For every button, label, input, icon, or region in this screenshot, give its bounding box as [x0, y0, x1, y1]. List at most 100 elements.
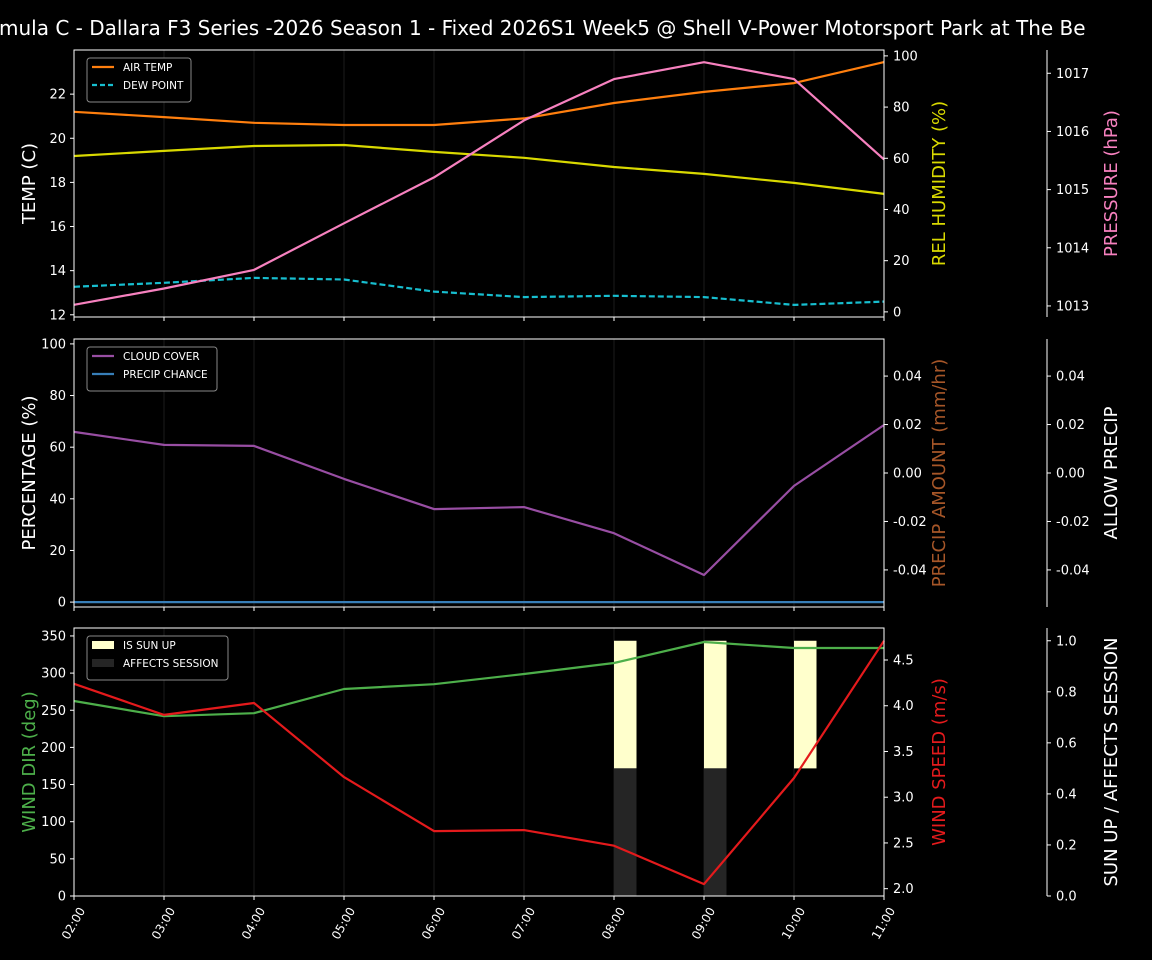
legend-box	[86, 635, 229, 681]
y-tick-label: 50	[49, 852, 66, 867]
y-tick-label: 3.5	[893, 745, 914, 760]
y-tick-label: 80	[893, 101, 910, 116]
axis-label: WIND SPEED (m/s)	[929, 678, 950, 846]
legend-label: CLOUD COVER	[123, 351, 200, 363]
y-tick-label: 80	[49, 389, 66, 404]
y-tick-label: 1014	[1056, 241, 1089, 256]
y-tick-label: 22	[49, 88, 66, 103]
axis-label: TEMP (C)	[19, 143, 40, 225]
bar-is-sun-up	[704, 640, 727, 769]
y-tick-label: 1013	[1056, 299, 1089, 314]
series-line-axis1	[73, 640, 885, 886]
axis-label: PERCENTAGE (%)	[19, 395, 40, 550]
y-tick-label: 40	[49, 492, 66, 507]
legend-label: AIR TEMP	[123, 62, 172, 74]
y-tick-label: 0.04	[893, 370, 922, 385]
y-tick-label: 0	[893, 305, 901, 320]
y-tick-label: 18	[49, 176, 66, 191]
panel-3: 0 50 100 150 200 250 300 350 WIND DIR (deg) 2.0 2.…	[19, 627, 1122, 942]
y-tick-label: 14	[49, 264, 66, 279]
bar-is-sun-up	[794, 640, 817, 769]
y-tick-label: -0.02	[893, 515, 927, 530]
plot-frame	[73, 49, 885, 318]
y-tick-label: -0.02	[1056, 515, 1090, 530]
legend-label: PRECIP CHANCE	[123, 369, 208, 381]
panel-1: 12 14 16 18 20 22 TEMP (C) 0 20 40 60 80 100 REL HUMI…	[19, 49, 1122, 323]
x-tick-label: 03:00	[149, 905, 178, 942]
chart-title: mula C - Dallara F3 Series -2026 Season …	[0, 16, 1086, 40]
x-tick-label: 05:00	[329, 905, 358, 942]
series-line-air-temp	[73, 61, 885, 127]
y-tick-label: 300	[41, 667, 66, 682]
y-tick-label: 20	[893, 254, 910, 269]
y-tick-label: 0.00	[1056, 467, 1085, 482]
series-line-dew-point	[73, 276, 885, 306]
y-tick-label: -0.04	[893, 563, 927, 578]
bar-is-sun-up	[614, 640, 637, 769]
series-line-axis2	[73, 61, 885, 306]
y-tick-label: 150	[41, 778, 66, 793]
legend-label: AFFECTS SESSION	[123, 658, 219, 670]
y-tick-label: 1.0	[1056, 634, 1077, 649]
y-tick-label: 0.00	[893, 467, 922, 482]
legend: CLOUD COVER PRECIP CHANCE	[86, 346, 218, 392]
y-tick-label: 20	[49, 544, 66, 559]
axis-label: PRESSURE (hPa)	[1101, 110, 1122, 257]
series-line-cloud-cover	[73, 424, 885, 577]
y-tick-label: 0.02	[893, 418, 922, 433]
y-tick-label: 250	[41, 704, 66, 719]
legend-label: IS SUN UP	[123, 640, 176, 652]
legend-box	[86, 57, 192, 103]
y-tick-label: 0.2	[1056, 838, 1077, 853]
legend-box	[86, 346, 218, 392]
y-tick-label: 1017	[1056, 67, 1089, 82]
y-tick-label: 0.0	[1056, 890, 1077, 905]
y-tick-label: 2.5	[893, 836, 914, 851]
y-tick-label: 1015	[1056, 183, 1089, 198]
x-tick-label: 11:00	[869, 905, 898, 942]
y-tick-label: 4.0	[893, 699, 914, 714]
x-tick-label: 07:00	[509, 905, 538, 942]
y-tick-label: 100	[893, 49, 918, 64]
y-tick-label: 0	[58, 890, 66, 905]
y-tick-label: 0.6	[1056, 736, 1077, 751]
axis-label: SUN UP / AFFECTS SESSION	[1101, 637, 1122, 886]
y-tick-label: 0.04	[1056, 370, 1085, 385]
axis-label: REL HUMIDITY (%)	[929, 101, 950, 266]
y-tick-label: 100	[41, 815, 66, 830]
y-tick-label: 60	[893, 152, 910, 167]
y-tick-label: 200	[41, 741, 66, 756]
x-tick-label: 04:00	[239, 905, 268, 942]
y-tick-label: 60	[49, 441, 66, 456]
y-tick-label: 350	[41, 629, 66, 644]
axis-label: PRECIP AMOUNT (mm/hr)	[929, 359, 950, 588]
axis-label: ALLOW PRECIP	[1101, 406, 1122, 539]
series-line-axis0	[73, 640, 884, 718]
y-tick-label: 0	[58, 596, 66, 611]
y-tick-label: 4.5	[893, 654, 914, 669]
y-tick-label: 0.4	[1056, 787, 1077, 802]
legend-swatch	[92, 659, 114, 667]
y-tick-label: 100	[41, 337, 66, 352]
y-tick-label: 20	[49, 132, 66, 147]
plot-frame	[73, 627, 885, 897]
legend-swatch	[92, 641, 114, 649]
series-line-axis1	[73, 143, 885, 195]
legend: AIR TEMP DEW POINT	[86, 57, 192, 103]
panel-2: 0 20 40 60 80 100 PERCENTAGE (%) -0.04 -0.02 0.00…	[19, 337, 1122, 611]
y-tick-label: 0.8	[1056, 685, 1077, 700]
axis-label: WIND DIR (deg)	[19, 691, 40, 833]
y-tick-label: 1016	[1056, 125, 1089, 140]
legend-label: DEW POINT	[123, 80, 184, 92]
legend: IS SUN UP AFFECTS SESSION	[86, 635, 229, 681]
x-tick-label: 08:00	[599, 905, 628, 942]
y-tick-label: 40	[893, 203, 910, 218]
x-tick-label: 09:00	[689, 905, 718, 942]
y-tick-label: 0.02	[1056, 418, 1085, 433]
x-tick-label: 10:00	[779, 905, 808, 942]
y-tick-label: 2.0	[893, 882, 914, 897]
y-tick-label: 3.0	[893, 791, 914, 806]
y-tick-label: 12	[49, 308, 66, 323]
y-tick-label: 16	[49, 220, 66, 235]
y-tick-label: -0.04	[1056, 563, 1090, 578]
